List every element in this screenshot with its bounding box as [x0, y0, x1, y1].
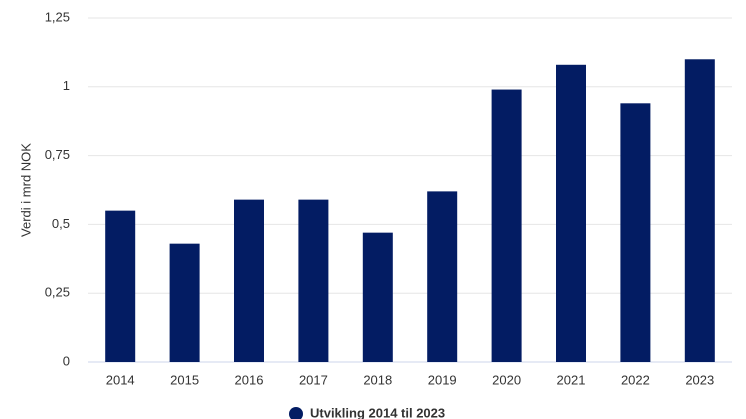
legend-marker [289, 407, 303, 419]
bar [684, 59, 715, 362]
bar [105, 210, 136, 362]
x-tick-label: 2022 [621, 372, 650, 387]
x-tick-label: 2023 [685, 372, 714, 387]
y-tick-label: 1 [63, 78, 70, 93]
x-tick-label: 2017 [299, 372, 328, 387]
bar [362, 232, 393, 362]
bar [620, 103, 651, 362]
x-tick-label: 2020 [492, 372, 521, 387]
x-tick-label: 2019 [428, 372, 457, 387]
y-tick-label: 0,75 [45, 147, 70, 162]
y-tick-label: 1,25 [45, 9, 70, 24]
x-tick-label: 2015 [170, 372, 199, 387]
bar [427, 191, 458, 362]
bar [556, 64, 586, 362]
legend-label: Utvikling 2014 til 2023 [310, 405, 445, 419]
x-tick-label: 2021 [557, 372, 586, 387]
bar [298, 199, 329, 362]
y-axis-label: Verdi i mrd NOK [18, 143, 33, 237]
bar [491, 89, 522, 362]
x-tick-label: 2018 [363, 372, 392, 387]
y-tick-label: 0,5 [52, 216, 70, 231]
bar [234, 199, 264, 362]
y-tick-label: 0 [63, 353, 70, 368]
x-tick-label: 2016 [235, 372, 264, 387]
bar [169, 243, 200, 362]
y-tick-label: 0,25 [45, 285, 70, 300]
x-tick-label: 2014 [106, 372, 135, 387]
